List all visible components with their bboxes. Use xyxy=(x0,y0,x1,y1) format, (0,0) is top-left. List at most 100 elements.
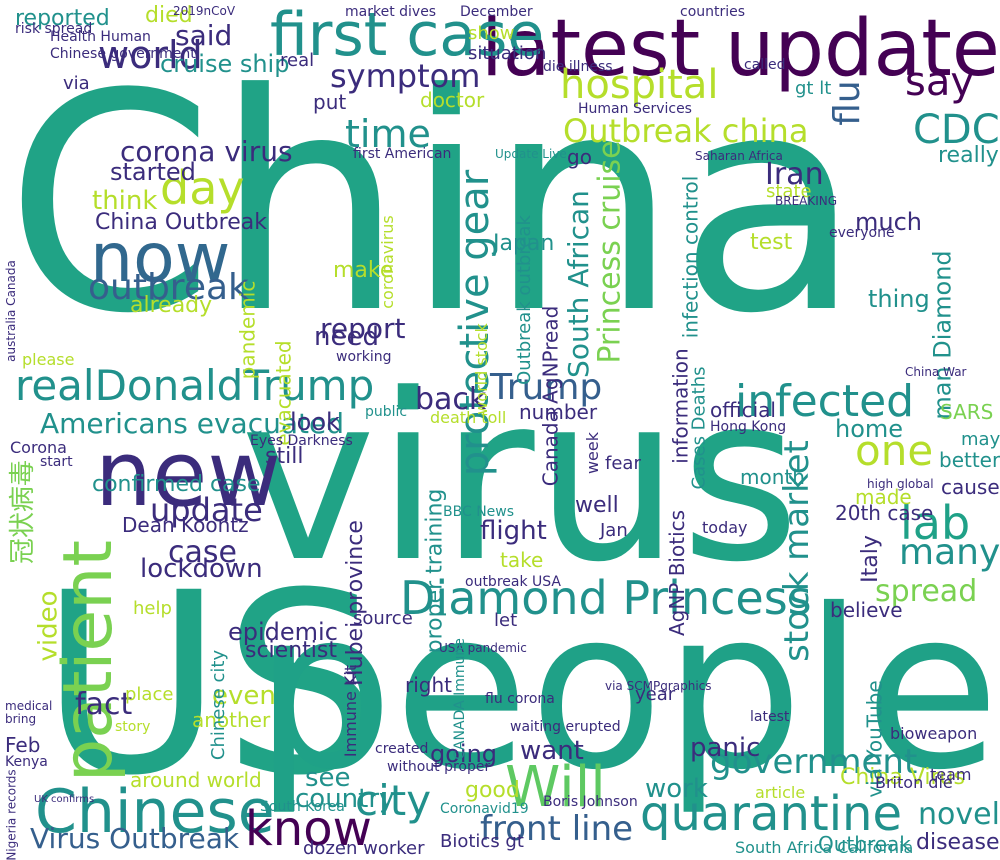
cloud-word: take xyxy=(500,548,544,572)
cloud-word: created xyxy=(375,741,429,757)
cloud-word: back xyxy=(415,382,487,417)
cloud-word: official xyxy=(710,398,776,422)
cloud-word: go xyxy=(567,145,592,169)
cloud-word: information xyxy=(668,347,693,464)
cloud-word: AgNP Biotics xyxy=(665,509,690,637)
cloud-word: symptom xyxy=(330,57,481,95)
cloud-word: disease xyxy=(916,830,1000,855)
cloud-word: Update Live xyxy=(495,147,567,161)
cloud-word: Chinese city xyxy=(208,649,230,761)
cloud-word: bring xyxy=(5,712,37,726)
cloud-word: number xyxy=(519,400,598,424)
cloud-word: CANADA Immune xyxy=(451,638,468,760)
cloud-word: cruise ship xyxy=(160,50,290,78)
cloud-word: Trump xyxy=(490,367,603,408)
cloud-word: well xyxy=(575,493,619,518)
cloud-word: better xyxy=(939,448,1000,472)
cloud-word: everyone xyxy=(829,225,895,241)
cloud-word: 2019nCoV xyxy=(173,4,236,18)
cloud-word: spread xyxy=(875,574,978,609)
cloud-word: flight xyxy=(480,516,547,546)
cloud-word: real xyxy=(280,50,315,71)
cloud-word: time xyxy=(345,112,431,156)
cloud-word: infected xyxy=(735,376,915,427)
cloud-word: novel xyxy=(918,797,1000,832)
cloud-word: believe xyxy=(830,598,903,622)
cloud-word: start xyxy=(40,454,73,470)
cloud-word: Americans evacuated xyxy=(40,407,344,440)
cloud-word: lab xyxy=(900,496,971,550)
cloud-word: may xyxy=(961,429,1000,450)
cloud-word: working xyxy=(336,349,392,365)
cloud-word: realDonaldTrump xyxy=(15,361,375,410)
cloud-word: dozen worker xyxy=(303,838,425,859)
cloud-word: report xyxy=(320,312,406,345)
cloud-word: Canada AgNPread xyxy=(537,305,562,486)
cloud-word: South African xyxy=(561,190,595,378)
cloud-word: Feb xyxy=(5,733,41,757)
cloud-word: today xyxy=(702,518,748,537)
cloud-word: year xyxy=(635,684,676,705)
cloud-word: Human Services xyxy=(578,101,692,117)
cloud-word: place xyxy=(125,684,174,705)
cloud-word: US xyxy=(40,539,382,830)
cloud-word: new xyxy=(95,422,282,527)
cloud-word: government xyxy=(710,742,918,782)
cloud-word: South Korea xyxy=(260,799,345,815)
cloud-word: bioweapon xyxy=(890,724,978,743)
cloud-word: medical xyxy=(5,699,53,713)
cloud-word: said xyxy=(175,19,233,52)
cloud-word: see xyxy=(305,763,351,793)
cloud-word: team xyxy=(930,765,972,784)
cloud-word: hospital xyxy=(560,62,719,108)
cloud-word: state xyxy=(766,181,812,202)
cloud-word: waiting erupted xyxy=(510,719,621,735)
cloud-word: source xyxy=(353,608,413,629)
cloud-word: fact xyxy=(75,687,133,722)
cloud-word: reported xyxy=(15,6,110,31)
cloud-word: right xyxy=(405,673,452,697)
cloud-word: SARS xyxy=(940,400,994,424)
cloud-word: flu corona xyxy=(485,691,555,707)
cloud-word: month xyxy=(740,465,805,489)
cloud-word: case xyxy=(168,535,237,570)
cloud-word: many xyxy=(899,532,1000,573)
cloud-word: epidemic xyxy=(228,618,338,646)
cloud-word: panic xyxy=(690,733,761,763)
cloud-word: Dean Koontz xyxy=(122,513,249,537)
cloud-word: day xyxy=(160,161,245,215)
cloud-word: started xyxy=(110,158,196,186)
cloud-word: without proper xyxy=(387,759,491,775)
cloud-word: one xyxy=(855,426,934,475)
cloud-word: even xyxy=(212,681,276,711)
cloud-word: Corona xyxy=(10,438,67,457)
cloud-word: Kenya xyxy=(5,754,48,770)
cloud-word: China War xyxy=(905,365,967,379)
cloud-word: say xyxy=(905,59,975,105)
cloud-word: still xyxy=(265,444,304,469)
cloud-word: died xyxy=(145,3,193,28)
cloud-word: death toll xyxy=(430,408,507,427)
cloud-word: look xyxy=(290,408,340,436)
cloud-word: public xyxy=(365,404,408,420)
cloud-word: world xyxy=(98,33,203,77)
cloud-word: Iran xyxy=(765,157,824,192)
cloud-word: world stock xyxy=(471,323,491,415)
cloud-word: australia Canada xyxy=(3,260,18,362)
cloud-word: evacuated xyxy=(271,339,296,446)
cloud-word: pandemic xyxy=(234,280,259,379)
cloud-word: China Outbreak xyxy=(95,210,268,235)
cloud-word: know xyxy=(245,801,372,857)
cloud-word: outbreak xyxy=(88,267,249,308)
cloud-word: scientist xyxy=(245,638,337,663)
cloud-word: market dives xyxy=(345,4,437,20)
cloud-word: week xyxy=(583,431,603,475)
cloud-word: Princess cruise xyxy=(592,139,628,364)
cloud-word: patient xyxy=(48,540,128,782)
cloud-word: good xyxy=(465,778,520,803)
cloud-word: UK confirms xyxy=(34,794,95,805)
cloud-word: story xyxy=(115,719,151,735)
cloud-word: risk spread xyxy=(15,21,93,37)
cloud-word: video xyxy=(33,589,64,662)
